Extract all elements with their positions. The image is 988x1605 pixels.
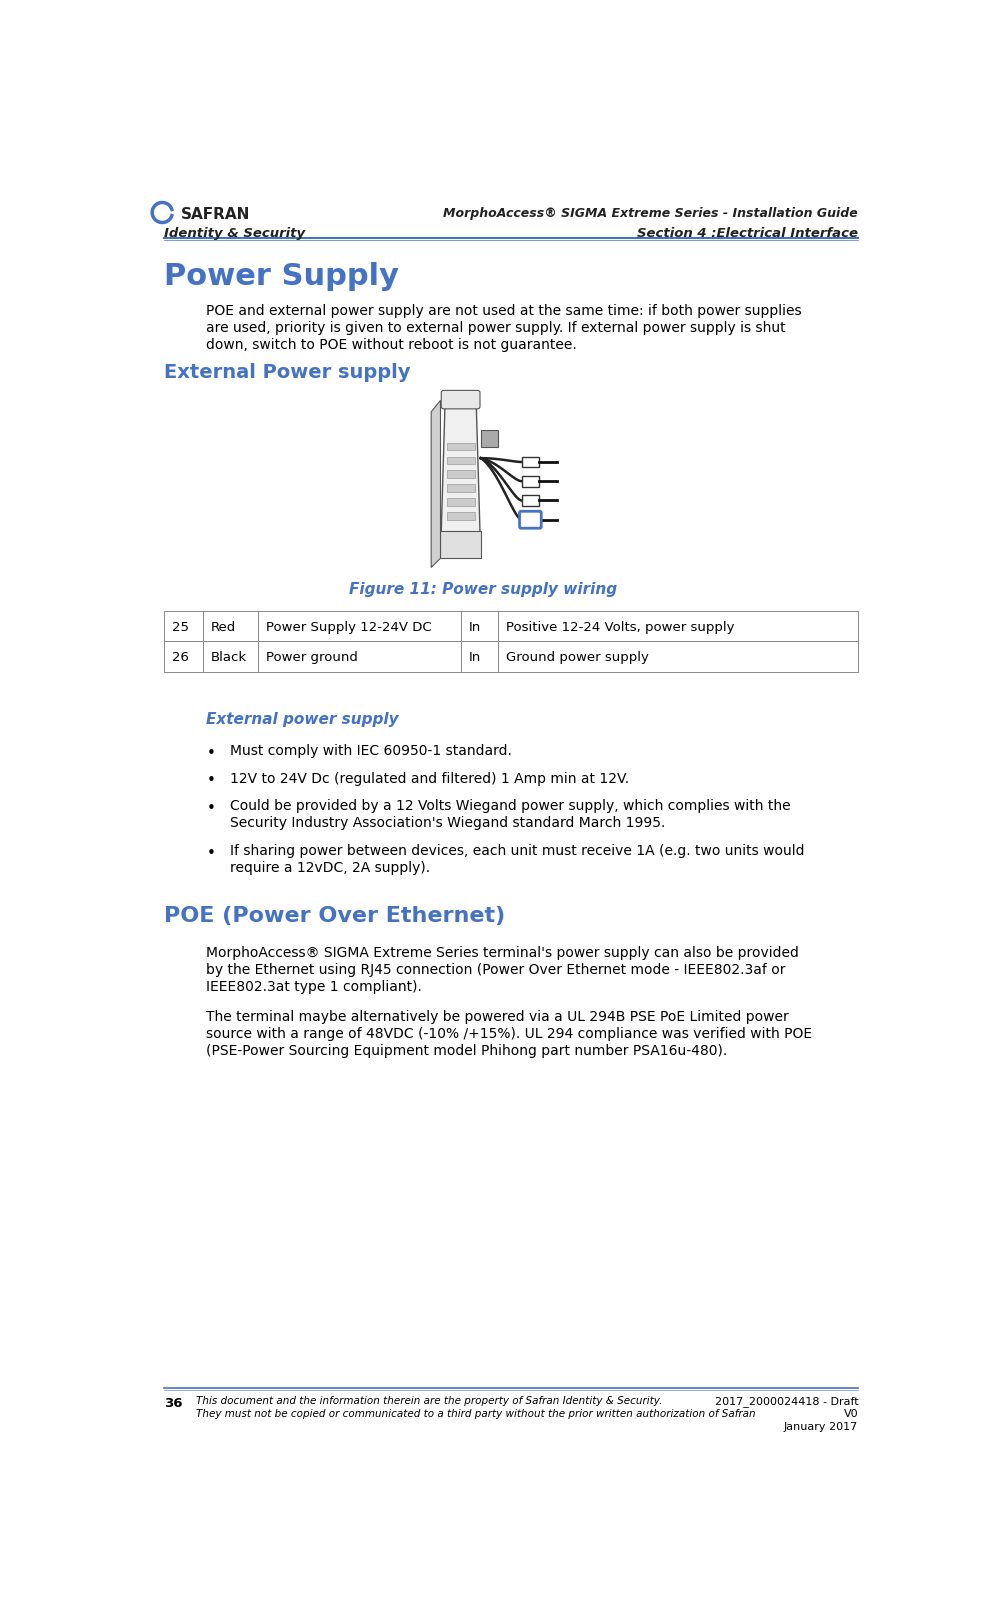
Text: MorphoAccess® SIGMA Extreme Series terminal's power supply can also be provided: MorphoAccess® SIGMA Extreme Series termi… [206,945,799,960]
Text: •: • [206,745,215,761]
Text: Section 4 :Electrical Interface: Section 4 :Electrical Interface [637,226,859,239]
Text: SAFRAN: SAFRAN [181,207,250,221]
Bar [258,612,461,642]
Text: They must not be copied or communicated to a third party without the prior writt: They must not be copied or communicated … [197,1409,756,1419]
Text: POE (Power Over Ethernet): POE (Power Over Ethernet) [164,905,505,924]
Text: Must comply with IEC 60950-1 standard.: Must comply with IEC 60950-1 standard. [229,743,512,758]
Bar [441,531,481,559]
Text: 2017_2000024418 - Draft: 2017_2000024418 - Draft [714,1395,859,1406]
Text: Power ground: Power ground [266,652,358,664]
Text: Could be provided by a 12 Volts Wiegand power supply, which complies with the: Could be provided by a 12 Volts Wiegand … [229,799,790,814]
FancyBboxPatch shape [442,392,480,409]
Bar [204,612,258,642]
Text: 25: 25 [172,620,189,632]
Text: 36: 36 [164,1396,183,1409]
Text: External power supply: External power supply [206,711,399,725]
Text: IEEE802.3at type 1 compliant).: IEEE802.3at type 1 compliant). [206,979,422,993]
Text: source with a range of 48VDC (-10% /+15%). UL 294 compliance was verified with P: source with a range of 48VDC (-10% /+15%… [206,1027,812,1040]
Bar [522,496,538,507]
Text: This document and the information therein are the property of Safran Identity & : This document and the information therei… [197,1395,663,1406]
Text: are used, priority is given to external power supply. If external power supply i: are used, priority is given to external … [206,321,786,335]
Text: MorphoAccess® SIGMA Extreme Series - Installation Guide: MorphoAccess® SIGMA Extreme Series - Ins… [444,207,859,220]
Bar [498,612,859,642]
Text: POE and external power supply are not used at the same time: if both power suppl: POE and external power supply are not us… [206,305,802,318]
Text: (PSE-Power Sourcing Equipment model Phihong part number PSA16u-480).: (PSE-Power Sourcing Equipment model Phih… [206,1043,728,1058]
Text: The terminal maybe alternatively be powered via a UL 294B PSE PoE Limited power: The terminal maybe alternatively be powe… [206,1010,789,1024]
Bar [447,457,474,465]
Text: Ground power supply: Ground power supply [506,652,648,664]
Text: •: • [206,846,215,860]
Bar [447,443,474,451]
Text: If sharing power between devices, each unit must receive 1A (e.g. two units woul: If sharing power between devices, each u… [229,844,804,857]
Text: •: • [206,801,215,815]
Text: In: In [469,620,481,632]
Text: •: • [206,774,215,788]
Bar [258,642,461,672]
Text: Figure 11: Power supply wiring: Figure 11: Power supply wiring [349,583,618,597]
Bar [447,485,474,493]
Bar [522,515,538,526]
Polygon shape [441,401,481,559]
Text: Identity & Security: Identity & Security [164,226,305,239]
Text: require a 12vDC, 2A supply).: require a 12vDC, 2A supply). [229,860,430,875]
Bar [164,612,204,642]
Text: External Power supply: External Power supply [164,363,410,382]
Bar [522,457,538,469]
Bar [481,430,498,448]
Text: Power Supply 12-24V DC: Power Supply 12-24V DC [266,620,432,632]
Text: by the Ethernet using RJ45 connection (Power Over Ethernet mode - IEEE802.3af or: by the Ethernet using RJ45 connection (P… [206,961,785,976]
Text: 26: 26 [172,652,189,664]
Bar [447,512,474,520]
Bar [164,642,204,672]
Text: down, switch to POE without reboot is not guarantee.: down, switch to POE without reboot is no… [206,339,577,351]
Polygon shape [431,401,441,568]
Text: 12V to 24V Dc (regulated and filtered) 1 Amp min at 12V.: 12V to 24V Dc (regulated and filtered) 1… [229,772,628,785]
Text: January 2017: January 2017 [783,1420,859,1430]
Bar [447,472,474,478]
Bar [461,612,498,642]
Text: Power Supply: Power Supply [164,262,399,291]
Text: Positive 12-24 Volts, power supply: Positive 12-24 Volts, power supply [506,620,734,632]
Text: Black: Black [210,652,247,664]
FancyBboxPatch shape [520,512,541,530]
Bar [522,477,538,488]
Bar [204,642,258,672]
Text: V0: V0 [844,1409,859,1419]
Text: In: In [469,652,481,664]
Bar [461,642,498,672]
Bar [498,642,859,672]
Bar [447,499,474,507]
Text: Security Industry Association's Wiegand standard March 1995.: Security Industry Association's Wiegand … [229,815,665,830]
Text: Red: Red [210,620,236,632]
